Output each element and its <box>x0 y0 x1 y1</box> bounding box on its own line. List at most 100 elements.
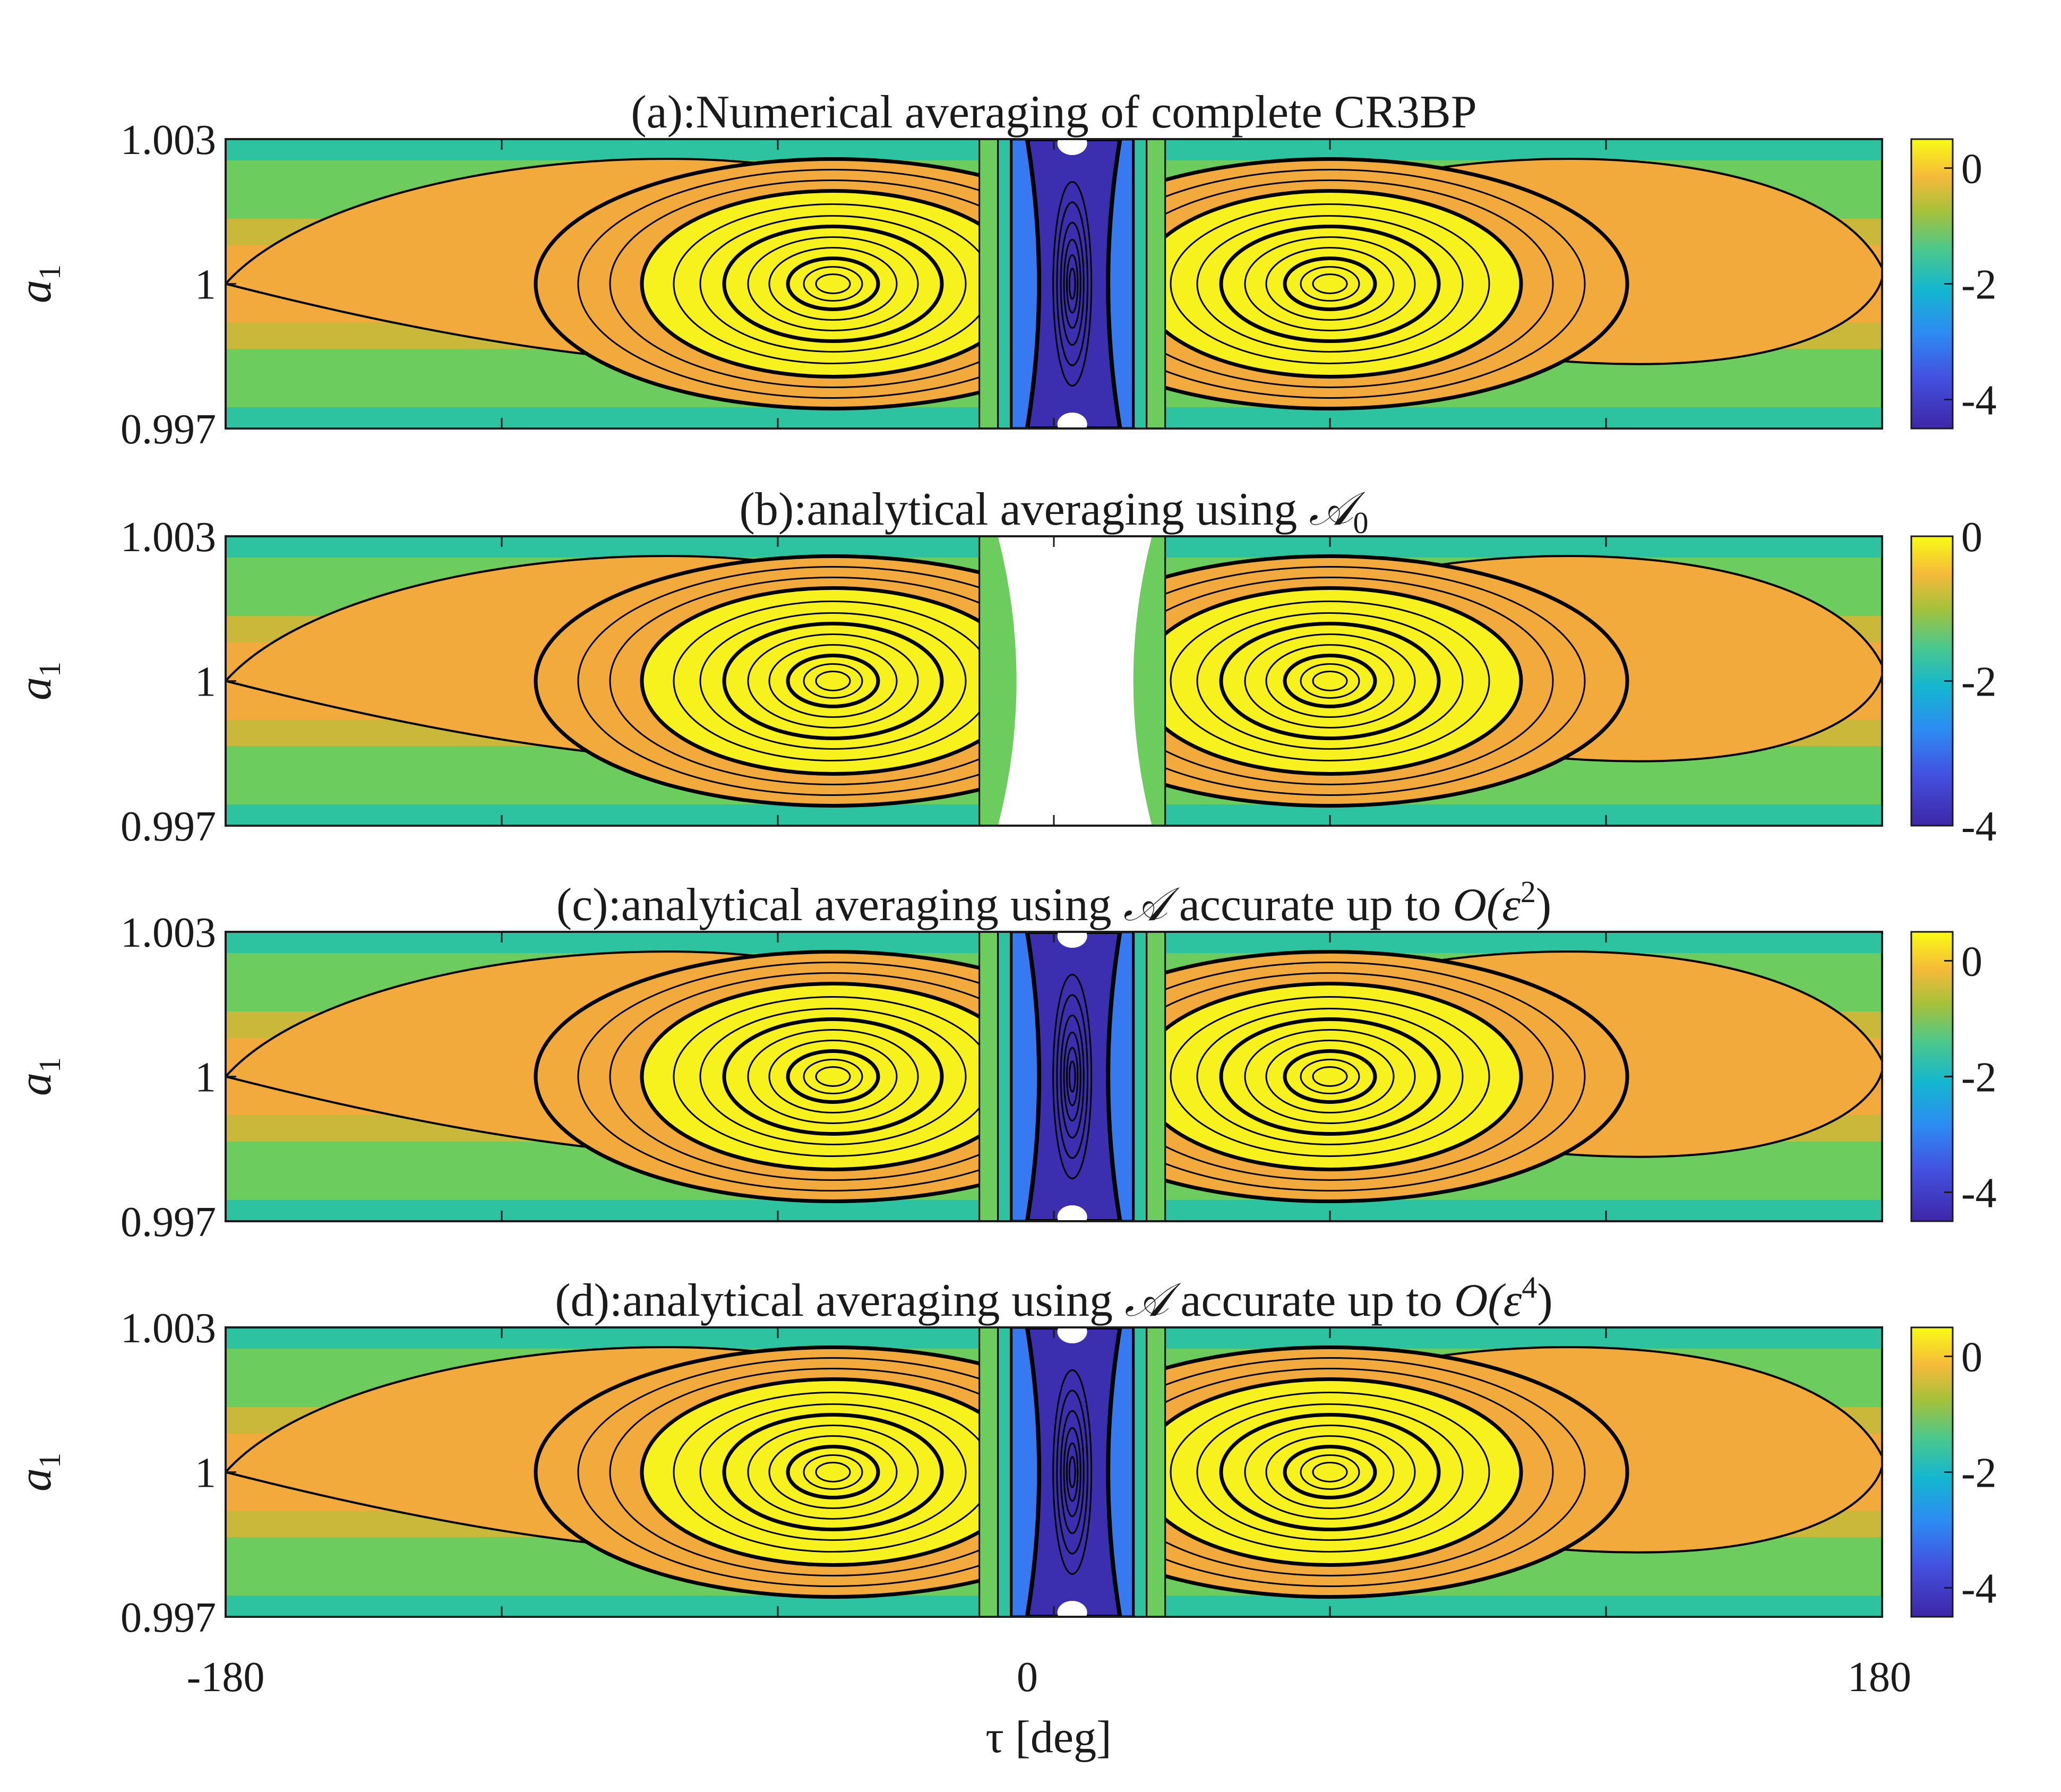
colorbar-tick-label: -2 <box>1961 1054 1997 1101</box>
right-island <box>1030 554 1882 808</box>
panel-a: (a):Numerical averaging of complete CR3B… <box>10 87 1997 453</box>
colorbar-tick-label: 0 <box>1961 146 1982 193</box>
contour-line <box>815 273 851 294</box>
right-island <box>1030 157 1882 410</box>
right-island <box>1030 950 1882 1203</box>
title-subscript: 0 <box>1353 505 1368 540</box>
contour-line <box>1068 268 1076 300</box>
colorbar-tick-label: 0 <box>1961 514 1982 561</box>
y-tick-label: 1 <box>195 262 216 308</box>
undefined-region <box>1057 139 1087 155</box>
colorbar-tick-label: 0 <box>1961 939 1982 985</box>
panel-title: (b):analytical averaging using 𝒜0 <box>740 484 1369 540</box>
title-text: (b):analytical averaging using <box>740 484 1309 535</box>
y-axis-label-subscript: 1 <box>32 662 67 677</box>
title-superscript: 4 <box>1522 1270 1537 1305</box>
shared-x-axis: -180 0 180 τ [deg] <box>187 1654 1911 1762</box>
contour-line <box>1312 1066 1348 1087</box>
undefined-region <box>1057 932 1087 948</box>
y-tick-label: 0.997 <box>121 1594 216 1641</box>
contour-line <box>1063 238 1081 329</box>
title-superscript: 2 <box>1521 874 1536 909</box>
colorbar-tick-label: -4 <box>1961 1566 1997 1613</box>
contour-plot <box>226 536 1882 826</box>
contour-line <box>1052 974 1093 1179</box>
undefined-region <box>1057 1327 1087 1343</box>
panel-b: (b):analytical averaging using 𝒜0 1.003 1 0… <box>10 484 1997 850</box>
colorbar-tick-label: -2 <box>1961 262 1997 308</box>
y-axis-label: a1 <box>10 1453 67 1491</box>
panel-title: (a):Numerical averaging of complete CR3B… <box>631 87 1476 138</box>
y-tick-label: 1 <box>195 659 216 706</box>
panels: (a):Numerical averaging of complete CR3B… <box>10 87 1997 1641</box>
title-order: O(ε <box>1453 879 1521 931</box>
contour-line <box>1068 1060 1076 1093</box>
title-text: (c):analytical averaging using <box>556 879 1123 931</box>
x-tick-label: 180 <box>1848 1654 1911 1701</box>
contour-line <box>1060 221 1085 346</box>
center-region <box>978 1327 1166 1617</box>
title-text: ) <box>1537 1275 1552 1326</box>
undefined-region <box>1057 1205 1087 1221</box>
contour-plot <box>226 1327 1882 1617</box>
contour-line <box>1312 1462 1348 1482</box>
center-region <box>978 932 1166 1221</box>
contour-line <box>1052 1369 1093 1575</box>
contour-line <box>1060 1014 1085 1139</box>
y-tick-label: 1.003 <box>121 117 216 164</box>
contour-line <box>1066 1047 1079 1107</box>
panel-title: (d):analytical averaging using 𝒜 accurat… <box>555 1270 1552 1326</box>
y-tick-label: 0.997 <box>121 803 216 850</box>
deep-well <box>1025 1327 1122 1617</box>
y-axis-label-subscript: 1 <box>32 264 67 280</box>
panel-c: (c):analytical averaging using 𝒜 accurat… <box>10 874 1997 1246</box>
title-text: accurate up to <box>1167 879 1453 931</box>
center-region <box>978 139 1166 428</box>
deep-well <box>1025 932 1122 1221</box>
y-axis-label: a1 <box>10 264 67 303</box>
y-tick-label: 1.003 <box>121 514 216 561</box>
y-tick-label: 1 <box>195 1450 216 1497</box>
contour-line <box>1312 671 1348 691</box>
contour-line <box>1066 1442 1079 1502</box>
y-tick-label: 1.003 <box>121 1305 216 1352</box>
contour-line <box>1056 1390 1088 1555</box>
undefined-region <box>998 536 1152 826</box>
contour-plot <box>226 139 1882 428</box>
left-island <box>226 950 1132 1203</box>
colorbar-tick-label: -2 <box>1961 1450 1997 1497</box>
contour-line <box>1068 1456 1076 1488</box>
contour-plot <box>226 932 1882 1221</box>
contour-line <box>1312 273 1348 294</box>
y-tick-label: 0.997 <box>121 406 216 453</box>
y-axis-label-subscript: 1 <box>32 1057 67 1073</box>
x-tick-label: 0 <box>1017 1654 1038 1701</box>
colorbar-tick-label: -4 <box>1961 803 1997 850</box>
y-tick-label: 1.003 <box>121 910 216 956</box>
title-text: (d):analytical averaging using <box>555 1275 1124 1326</box>
deep-well <box>1025 139 1122 428</box>
contour-line <box>1052 181 1093 387</box>
colorbar-tick-label: -4 <box>1961 378 1997 424</box>
y-axis-label: a1 <box>10 662 67 700</box>
title-text: ) <box>1536 879 1551 931</box>
colorbar-tick-label: -4 <box>1961 1170 1997 1217</box>
contour-line <box>1066 254 1079 314</box>
panel-d: (d):analytical averaging using 𝒜 accurat… <box>10 1270 1997 1641</box>
y-axis-label-subscript: 1 <box>32 1453 67 1468</box>
colorbar-tick-label: 0 <box>1961 1334 1982 1381</box>
contour-line <box>1063 1427 1081 1517</box>
contour-line <box>1056 994 1088 1159</box>
contour-line <box>1056 201 1088 366</box>
x-axis-label: τ [deg] <box>985 1711 1112 1762</box>
title-order: O(ε <box>1454 1275 1522 1326</box>
center-region <box>978 536 1166 826</box>
contour-line <box>1060 1410 1085 1534</box>
contour-line <box>1063 1031 1081 1122</box>
undefined-region <box>1057 413 1087 428</box>
undefined-region <box>1057 1601 1087 1617</box>
title-text: accurate up to <box>1169 1275 1454 1326</box>
panel-title: (c):analytical averaging using 𝒜 accurat… <box>556 874 1551 931</box>
y-axis-label: a1 <box>10 1057 67 1096</box>
